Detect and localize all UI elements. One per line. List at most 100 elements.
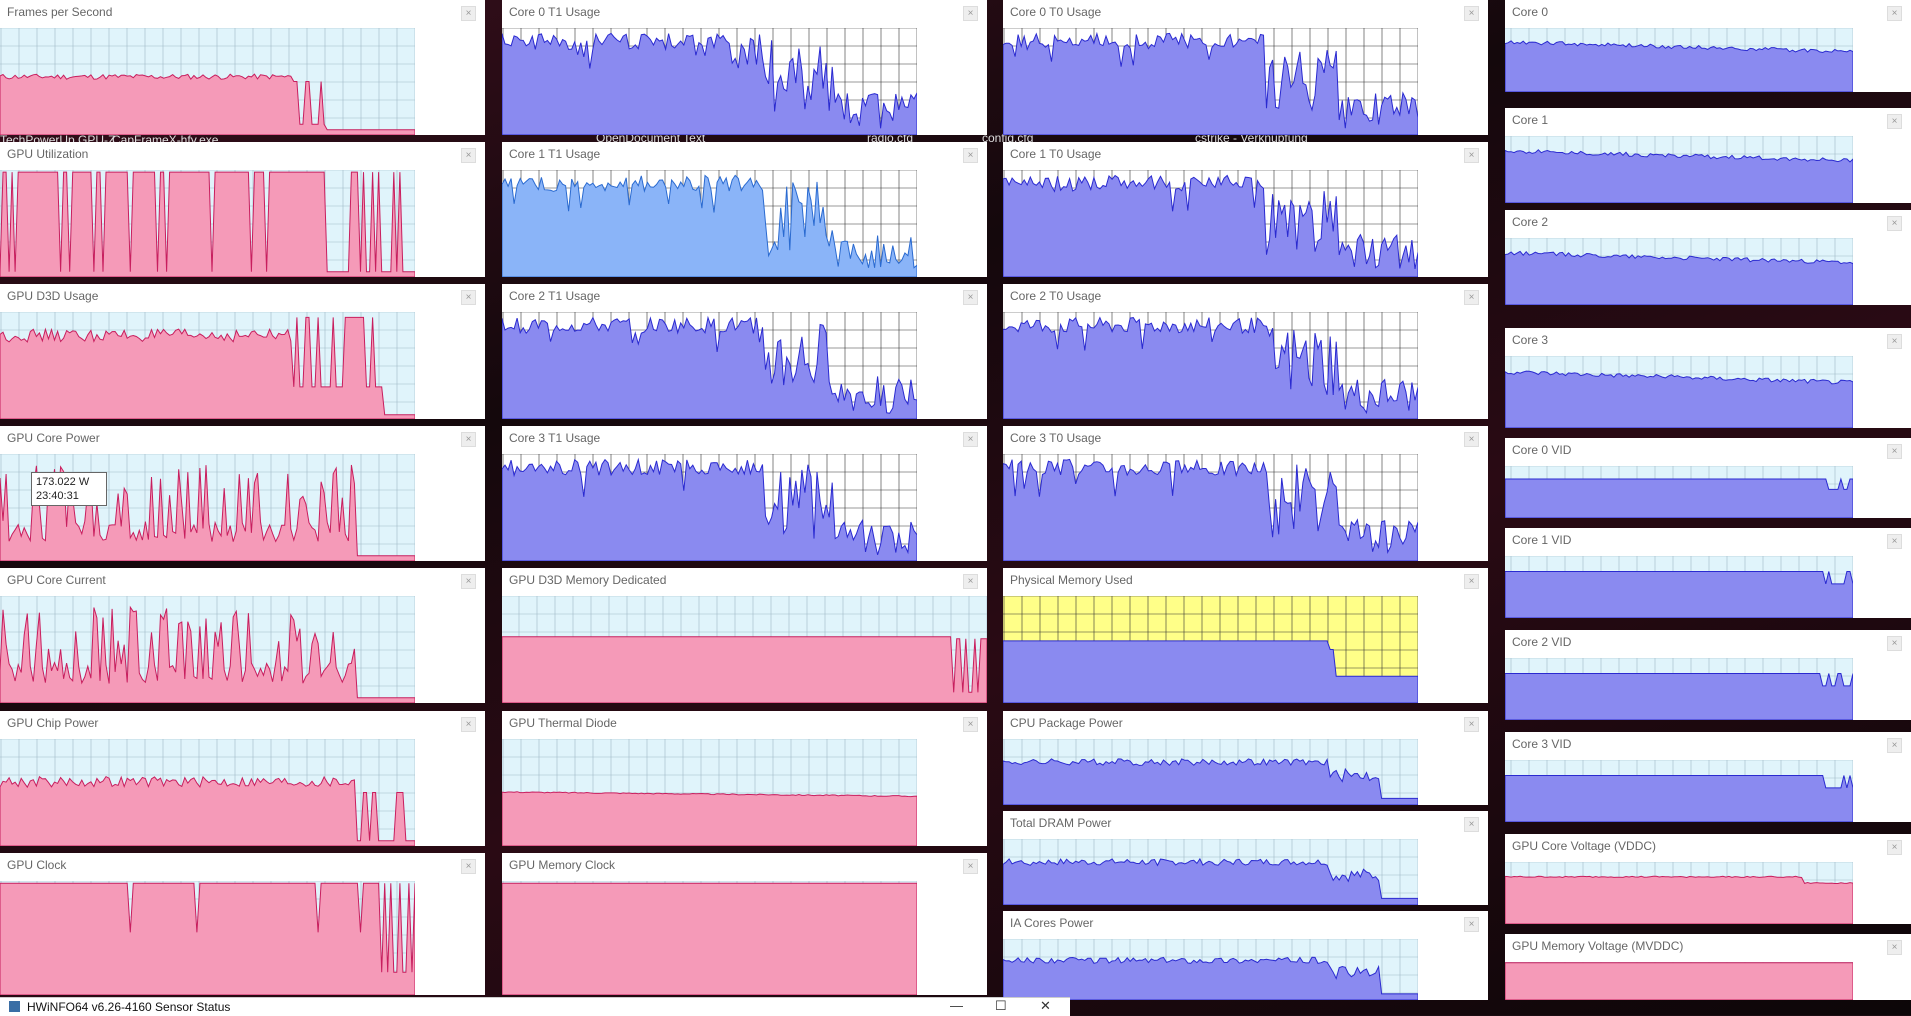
window-title: HWiNFO64 v6.26-4160 Sensor Status — [27, 1000, 231, 1014]
hwinfo-window-bar[interactable]: HWiNFO64 v6.26-4160 Sensor Status — ☐ ✕ — [0, 997, 1070, 1016]
sensor-series-area — [0, 171, 415, 277]
close-button[interactable]: ✕ — [1040, 998, 1051, 1013]
panel-title: Core 0 VID — [1512, 443, 1572, 457]
close-icon[interactable]: × — [963, 574, 978, 589]
sensor-graph — [0, 454, 415, 561]
sensor-series-area — [1003, 956, 1418, 1000]
sensor-graph — [1003, 312, 1418, 419]
close-icon[interactable]: × — [461, 148, 476, 163]
close-icon[interactable]: × — [461, 290, 476, 305]
close-icon[interactable]: × — [461, 859, 476, 874]
close-icon[interactable]: × — [1887, 534, 1902, 549]
close-icon[interactable]: × — [1887, 6, 1902, 21]
close-icon[interactable]: × — [1464, 432, 1479, 447]
panel-title: Core 1 T1 Usage — [509, 147, 601, 161]
sensor-panel: Frames per Second × — [0, 0, 485, 135]
close-icon[interactable]: × — [1464, 290, 1479, 305]
graph-tooltip: 173.022 W 23:40:31 — [31, 472, 107, 506]
sensor-series-area — [1003, 857, 1418, 905]
close-icon[interactable]: × — [1887, 216, 1902, 231]
sensor-series-area — [1003, 174, 1418, 277]
close-icon[interactable]: × — [1464, 817, 1479, 832]
panel-header: Core 1 × — [1505, 108, 1911, 132]
sensor-graph — [1505, 136, 1853, 203]
sensor-series-area — [0, 464, 415, 561]
panel-title: CPU Package Power — [1010, 716, 1123, 730]
close-icon[interactable]: × — [1464, 717, 1479, 732]
close-icon[interactable]: × — [1887, 334, 1902, 349]
sensor-series-area — [1003, 316, 1418, 419]
close-icon[interactable]: × — [461, 574, 476, 589]
panel-title: GPU Core Power — [7, 431, 100, 445]
sensor-series-area — [502, 457, 917, 561]
panel-header: GPU Core Current × — [0, 568, 485, 592]
close-icon[interactable]: × — [1464, 6, 1479, 21]
panel-header: Core 2 × — [1505, 210, 1911, 234]
sensor-series-area — [1505, 477, 1853, 518]
panel-title: IA Cores Power — [1010, 916, 1094, 930]
sensor-series-area — [0, 605, 415, 703]
minimize-button[interactable]: — — [950, 998, 963, 1013]
panel-title: Core 2 — [1512, 215, 1549, 229]
sensor-graph — [1505, 28, 1853, 92]
close-icon[interactable]: × — [1887, 114, 1902, 129]
sensor-series-area — [0, 73, 415, 135]
panel-header: GPU Memory Clock × — [502, 853, 987, 877]
close-icon[interactable]: × — [963, 6, 978, 21]
panel-header: Core 3 VID × — [1505, 732, 1911, 756]
close-icon[interactable]: × — [1887, 636, 1902, 651]
panel-title: GPU Core Current — [7, 573, 106, 587]
sensor-panel: Core 0 T0 Usage × — [1003, 0, 1488, 135]
panel-header: IA Cores Power × — [1003, 911, 1488, 935]
sensor-graph — [1003, 839, 1418, 905]
close-icon[interactable]: × — [1887, 840, 1902, 855]
sensor-panel: Core 3 × — [1505, 328, 1911, 428]
maximize-button[interactable]: ☐ — [995, 998, 1007, 1013]
panel-header: CPU Package Power × — [1003, 711, 1488, 735]
close-icon[interactable]: × — [1464, 574, 1479, 589]
sensor-panel: GPU Clock × — [0, 853, 485, 995]
panel-title: Core 2 T0 Usage — [1010, 289, 1102, 303]
panel-header: Core 0 × — [1505, 0, 1911, 24]
close-icon[interactable]: × — [1887, 940, 1902, 955]
close-icon[interactable]: × — [1464, 148, 1479, 163]
panel-header: Physical Memory Used × — [1003, 568, 1488, 592]
panel-header: Core 2 T0 Usage × — [1003, 284, 1488, 308]
sensor-graph — [502, 170, 917, 277]
close-icon[interactable]: × — [461, 432, 476, 447]
sensor-panel: GPU Memory Voltage (MVDDC) × — [1505, 934, 1911, 1000]
panel-title: Core 1 — [1512, 113, 1549, 127]
sensor-graph — [502, 739, 917, 846]
sensor-panel: Core 3 T0 Usage × — [1003, 426, 1488, 561]
sensor-panel: GPU Utilization × — [0, 142, 485, 277]
sensor-series-area — [1505, 673, 1853, 720]
close-icon[interactable]: × — [963, 290, 978, 305]
close-icon[interactable]: × — [963, 148, 978, 163]
sensor-graph — [1003, 596, 1418, 703]
sensor-graph — [1505, 556, 1853, 618]
close-icon[interactable]: × — [461, 717, 476, 732]
close-icon[interactable]: × — [1887, 738, 1902, 753]
close-icon[interactable]: × — [963, 859, 978, 874]
sensor-graph — [502, 596, 987, 703]
sensor-panel: Total DRAM Power × — [1003, 811, 1488, 905]
panel-header: GPU Core Power × — [0, 426, 485, 450]
close-icon[interactable]: × — [461, 6, 476, 21]
close-icon[interactable]: × — [963, 717, 978, 732]
sensor-panel: GPU D3D Memory Dedicated × — [502, 568, 987, 703]
panel-header: GPU Clock × — [0, 853, 485, 877]
sensor-panel: Core 2 T1 Usage × — [502, 284, 987, 419]
sensor-graph — [1505, 760, 1853, 822]
sensor-series-area — [502, 791, 917, 846]
panel-header: Core 1 VID × — [1505, 528, 1911, 552]
sensor-graph — [1505, 238, 1853, 305]
panel-title: GPU Utilization — [7, 147, 89, 161]
close-icon[interactable]: × — [1887, 444, 1902, 459]
close-icon[interactable]: × — [963, 432, 978, 447]
panel-title: Physical Memory Used — [1010, 573, 1133, 587]
close-icon[interactable]: × — [1464, 917, 1479, 932]
sensor-panel: Core 0 × — [1505, 0, 1911, 92]
sensor-graph — [1505, 466, 1853, 518]
sensor-panel: IA Cores Power × — [1003, 911, 1488, 1000]
panel-header: GPU Chip Power × — [0, 711, 485, 735]
